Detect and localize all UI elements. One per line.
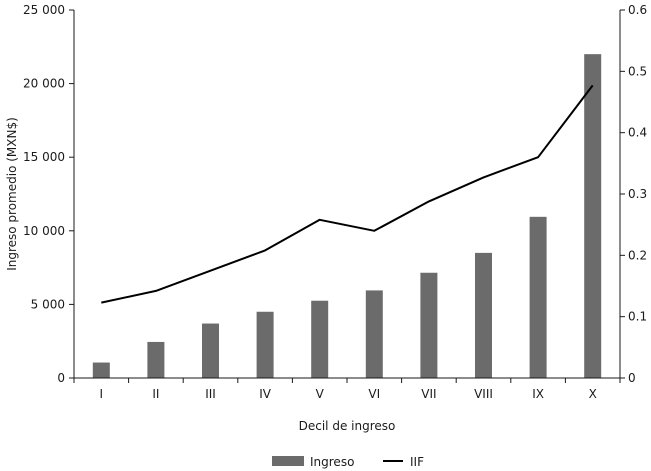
left-axis-ticks: 0 5 000 10 000 15 000 20 000 25 000 xyxy=(23,3,74,385)
legend-swatch-ingreso xyxy=(272,456,304,466)
legend-label-iif: IIF xyxy=(410,455,424,469)
bar-IX xyxy=(529,216,547,378)
right-tick-label: 0.6 xyxy=(628,3,647,17)
left-tick-label: 10 000 xyxy=(23,224,65,238)
x-tick-label: VIII xyxy=(474,387,493,401)
line-series-iif xyxy=(101,84,594,304)
bar-IV xyxy=(256,311,274,378)
right-tick-label: 0.3 xyxy=(628,187,647,201)
right-tick-label: 0.1 xyxy=(628,310,647,324)
bar-X xyxy=(584,54,602,378)
right-axis-ticks: 0 0.1 0.2 0.3 0.4 0.5 0.6 xyxy=(620,3,647,385)
bar-V xyxy=(311,300,329,378)
bar-III xyxy=(202,323,219,378)
left-tick-label: 20 000 xyxy=(23,77,65,91)
bar-VIII xyxy=(475,252,492,378)
left-tick-label: 15 000 xyxy=(23,150,65,164)
x-tick-label: V xyxy=(316,387,325,401)
bar-VI xyxy=(365,290,383,378)
x-tick-label: VII xyxy=(421,387,436,401)
right-tick-label: 0 xyxy=(628,371,636,385)
right-tick-label: 0.5 xyxy=(628,64,647,78)
x-tick-label: VI xyxy=(368,387,380,401)
left-tick-label: 0 xyxy=(57,371,65,385)
x-tick-label: I xyxy=(100,387,104,401)
bar-I xyxy=(92,362,110,378)
bar-VII xyxy=(420,272,438,378)
bar-series-ingreso xyxy=(92,54,602,378)
left-tick-label: 25 000 xyxy=(23,3,65,17)
x-tick-label: III xyxy=(205,387,216,401)
left-tick-label: 5 000 xyxy=(31,297,65,311)
right-tick-label: 0.4 xyxy=(628,126,647,140)
bar-II xyxy=(147,341,165,378)
x-tick-label: IV xyxy=(259,387,272,401)
x-tick-label: X xyxy=(589,387,597,401)
y-axis-title: Ingreso promedio (MXN$) xyxy=(5,117,19,271)
legend: Ingreso IIF xyxy=(272,455,424,469)
x-axis-title: Decil de ingreso xyxy=(299,419,396,433)
x-tick-label: IX xyxy=(532,387,544,401)
legend-label-ingreso: Ingreso xyxy=(310,455,354,469)
right-tick-label: 0.2 xyxy=(628,248,647,262)
x-axis-ticks: I II III IV V VI VII VIII IX X xyxy=(73,378,621,401)
x-tick-label: II xyxy=(152,387,159,401)
